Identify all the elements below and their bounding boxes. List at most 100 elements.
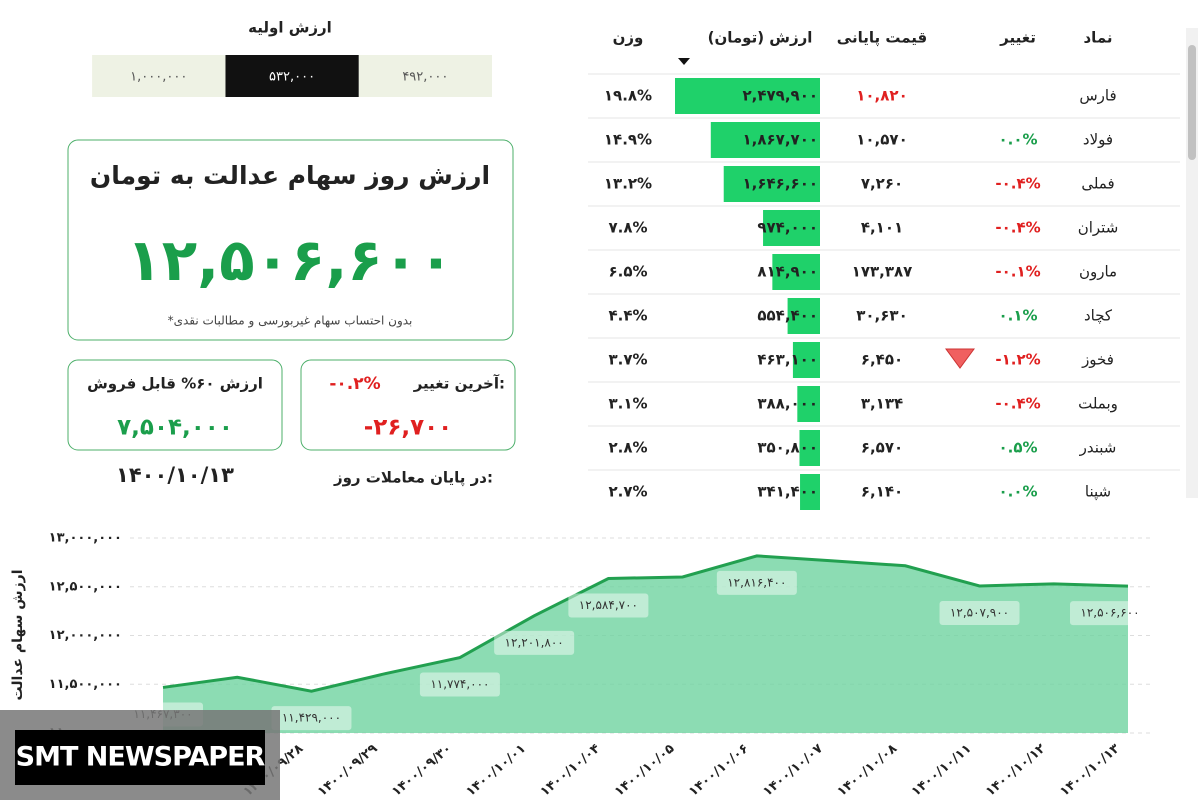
value-label-bg: [1070, 601, 1150, 626]
value-label: ۱۱,۴۲۹,۰۰۰: [282, 711, 341, 725]
value-bar: [799, 430, 820, 466]
y-tick-label: ۱۲,۰۰۰,۰۰۰: [49, 628, 122, 643]
x-tick-label: ۱۴۰۰/۱۰/۰۱: [463, 741, 529, 799]
value-bar: [772, 254, 820, 290]
change-percent: -۰.۲%: [329, 374, 380, 394]
y-axis-title: ارزش سهام عدالت: [10, 569, 26, 700]
cell: وبملت: [1078, 395, 1118, 413]
value-label-bg: [568, 593, 649, 618]
x-tick-label: ۱۴۰۰/۱۰/۰۷: [760, 741, 826, 799]
x-tick-label: ۱۴۰۰/۰۹/۲۹: [315, 741, 381, 799]
column-header: قیمت پایانی: [837, 29, 927, 48]
value-label-bg: [494, 630, 575, 655]
area: [163, 555, 1128, 733]
x-tick-label: ۱۴۰۰/۱۰/۱۱: [909, 741, 975, 799]
value-label: ۱۲,۵۰۷,۹۰۰: [950, 605, 1009, 619]
summary-title: ارزش روز سهام عدالت به تومان: [90, 161, 490, 191]
date-value: ۱۴۰۰/۱۰/۱۳: [116, 463, 234, 487]
value-label: ۱۲,۲۰۱,۸۰۰: [505, 635, 564, 649]
value-label-bg: [271, 706, 352, 731]
line: [162, 554, 1129, 693]
cell: ۶,۱۴۰: [861, 483, 903, 501]
cell: ۱۹.۸%: [604, 87, 652, 105]
value-label: ۱۲,۵۸۴,۷۰۰: [579, 598, 638, 612]
cell: فولاد: [1083, 131, 1113, 149]
cell: ۲.۷%: [608, 483, 647, 501]
x-tick-label: ۱۴۰۰/۱۰/۰۸: [835, 741, 901, 799]
cell: ۵۵۴,۴۰۰: [757, 307, 818, 325]
sellable-value: ۷,۵۰۴,۰۰۰: [117, 415, 233, 441]
cell: ۳.۱%: [608, 395, 647, 413]
column-header: وزن: [613, 29, 644, 47]
down-indicator: [945, 348, 975, 369]
cell: کچاد: [1084, 307, 1113, 325]
column-header: تغییر: [999, 29, 1036, 47]
cell: فملی: [1081, 175, 1114, 193]
cell: ۳۵۰,۸۰۰: [757, 439, 818, 457]
date-label: در پایان معاملات روز:: [333, 469, 493, 488]
value-bar: [800, 474, 820, 510]
tab[interactable]: [92, 55, 226, 97]
cell: ۱۰,۵۷۰: [856, 131, 907, 149]
tab[interactable]: [358, 55, 492, 97]
y-tick-label: ۱۲,۵۰۰,۰۰۰: [49, 579, 122, 594]
value-bar: [797, 386, 820, 422]
cell: ۴۶۳,۱۰۰: [757, 351, 818, 369]
tab-label: ۴۹۲,۰۰۰: [402, 70, 448, 85]
value-label-bg: [939, 600, 1020, 625]
summary-note: *بدون احتساب سهام غیربورسی و مطالبات نقد…: [168, 314, 413, 329]
sellable-title: ارزش ۶۰% قابل فروش: [87, 375, 263, 393]
x-tick-label: ۱۴۰۰/۱۰/۰۶: [686, 741, 752, 799]
watermark-box: [15, 730, 265, 785]
cell: ۳,۱۳۴: [861, 395, 903, 413]
cell: ۰.۱%: [998, 307, 1037, 325]
cell: مارون: [1079, 263, 1117, 281]
y-tick-label: ۱۱,۵۰۰,۰۰۰: [49, 677, 122, 692]
cell: ۳۰,۶۳۰: [856, 307, 907, 325]
cell: -۱.۲%: [995, 351, 1040, 369]
cell: ۱۰,۸۲۰: [856, 87, 907, 105]
cell: ۴,۱۰۱: [861, 219, 903, 237]
tab[interactable]: [225, 55, 359, 97]
sort-arrow[interactable]: [678, 58, 690, 65]
tab-label: ۱,۰۰۰,۰۰۰: [130, 70, 187, 85]
cell: ۰.۰%: [998, 483, 1037, 501]
cell: ۳۴۱,۴۰۰: [757, 483, 818, 501]
cell: ۲,۴۷۹,۹۰۰: [743, 87, 818, 105]
cell: ۳۸۸,۰۰۰: [757, 395, 818, 413]
cell: ۳.۷%: [608, 351, 647, 369]
x-tick-label: ۱۴۰۰/۱۰/۰۴: [538, 741, 604, 799]
cell: فارس: [1079, 87, 1116, 105]
summary-value: ۱۲,۵۰۶,۶۰۰: [126, 226, 453, 294]
cell: ۶,۵۷۰: [861, 439, 903, 457]
value-label-bg: [419, 672, 500, 697]
cell: ۱۳.۲%: [604, 175, 652, 193]
value-label-bg: [716, 570, 797, 595]
cell: ۱,۶۴۶,۶۰۰: [743, 175, 818, 193]
cell: شپنا: [1085, 483, 1111, 502]
cell: ۰.۰%: [998, 131, 1037, 149]
sellable-card: [67, 359, 283, 451]
cell: -۰.۴%: [995, 175, 1040, 193]
cell: شتران: [1078, 219, 1119, 237]
value-label: ۱۲,۸۱۶,۴۰۰: [727, 575, 786, 589]
initial-title: ارزش اولیه: [248, 19, 332, 37]
y-tick-label: ۱۳,۰۰۰,۰۰۰: [49, 531, 122, 546]
value-label: ۱۲,۵۰۶,۶۰۰: [1080, 606, 1139, 620]
summary-card: [67, 139, 514, 341]
cell: -۰.۱%: [995, 263, 1040, 281]
value-label: ۱۱,۷۷۴,۰۰۰: [430, 677, 489, 691]
x-tick-label: ۱۴۰۰/۱۰/۱۲: [983, 741, 1049, 799]
value-bar: [675, 78, 820, 114]
cell: ۷,۲۶۰: [861, 175, 903, 193]
cell: ۷.۸%: [608, 219, 647, 237]
x-tick-label: ۱۴۰۰/۱۰/۰۵: [612, 741, 678, 799]
cell: ۶.۵%: [608, 263, 647, 281]
cell: ۱۴.۹%: [604, 131, 652, 149]
cell: ۰.۵%: [998, 439, 1037, 457]
cell: ۱,۸۶۷,۷۰۰: [743, 131, 818, 149]
x-tick-label: ۱۴۰۰/۰۹/۳۰: [389, 741, 455, 799]
watermark: SMT NEWSPAPER: [16, 742, 266, 773]
scroll-thumb[interactable]: [1188, 45, 1196, 160]
